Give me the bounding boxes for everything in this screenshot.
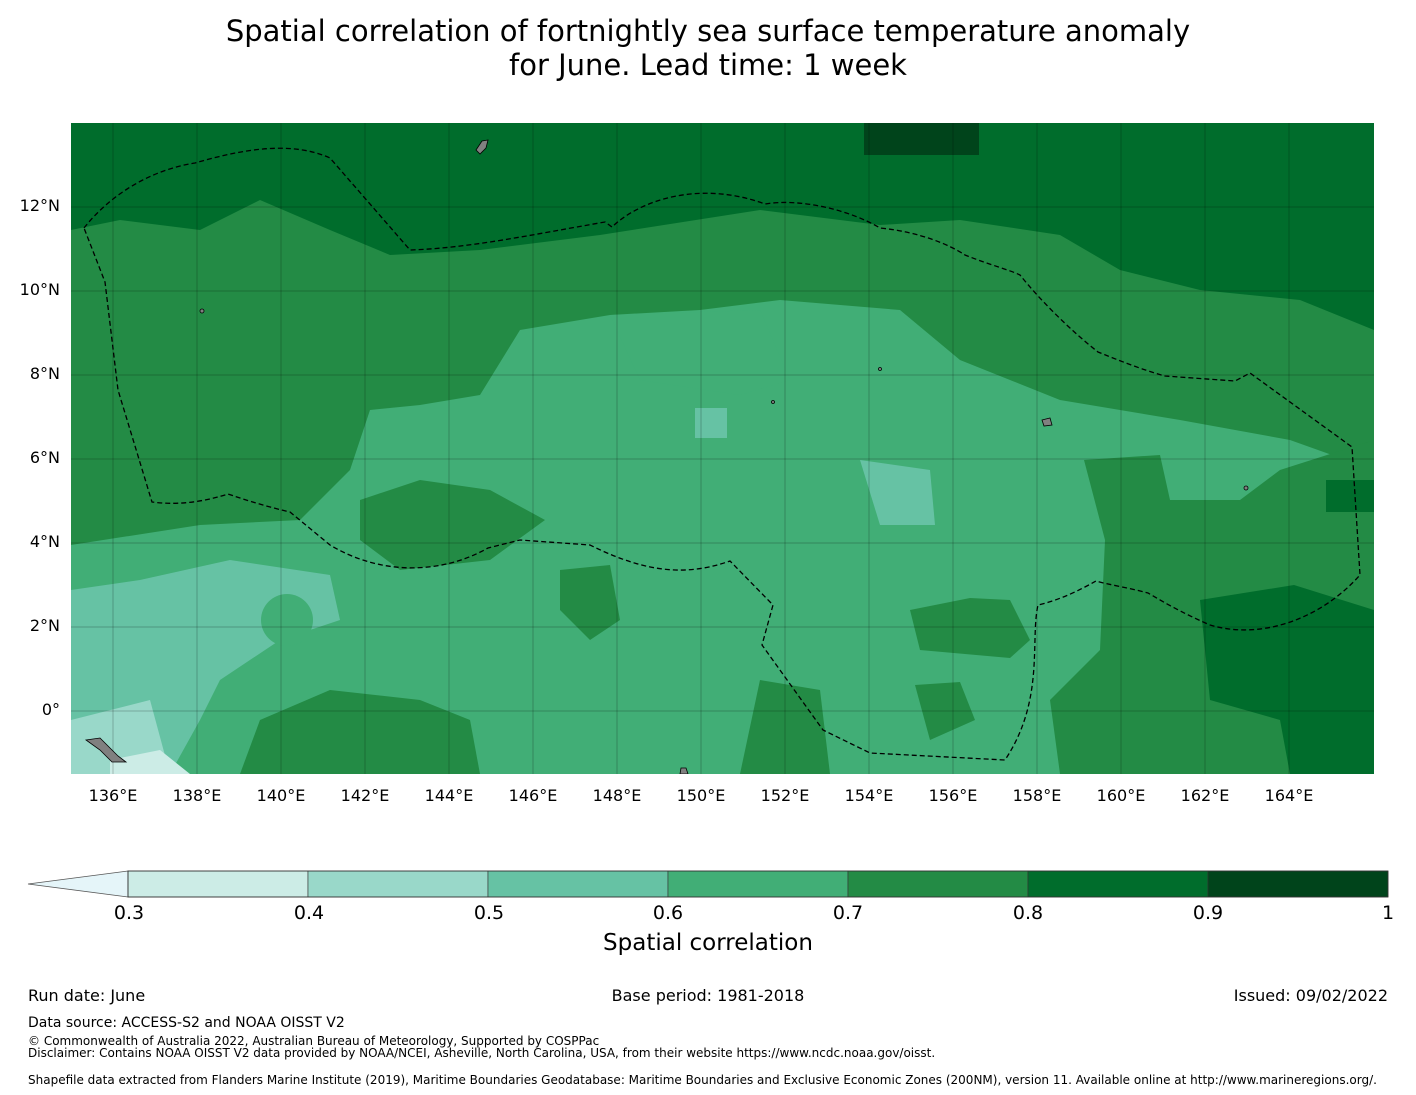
- lon-label-152e: 152°E: [760, 786, 810, 805]
- colorbar-tick-0.7: 0.7: [832, 902, 864, 924]
- region-southwest-lightest: [110, 750, 190, 774]
- lon-label-150e: 150°E: [676, 786, 726, 805]
- disclaimer: Disclaimer: Contains NOAA OISST V2 data …: [28, 1046, 936, 1060]
- region-max-patch: [864, 123, 979, 155]
- region-north-dark: [71, 123, 1374, 330]
- region-light-patch: [610, 310, 790, 395]
- lon-label-142e: 142°E: [340, 786, 390, 805]
- map-fill: [71, 123, 1374, 774]
- colorbar-tick-0.3: 0.3: [113, 902, 145, 924]
- colorbar-bin-0.5: [487, 870, 669, 898]
- colorbar-bin-0.8: [1027, 870, 1209, 898]
- colorbar-tick-0.9: 0.9: [1192, 902, 1224, 924]
- region-east-dark-patch: [1326, 480, 1374, 512]
- region-central-dark-2: [560, 565, 620, 640]
- colorbar-label: Spatial correlation: [603, 930, 813, 956]
- colorbar-under-triangle: [27, 870, 129, 898]
- lon-label-144e: 144°E: [424, 786, 474, 805]
- lat-label-12n: 12°N: [19, 196, 60, 215]
- lon-label-148e: 148°E: [592, 786, 642, 805]
- graticule: [71, 123, 1374, 774]
- region-south-patch: [240, 690, 480, 774]
- colorbar: [27, 870, 1389, 898]
- land-masses: [84, 139, 1249, 774]
- colorbar-tick-1: 1: [1381, 902, 1395, 924]
- lon-label-158e: 158°E: [1012, 786, 1062, 805]
- colorbar-tick-0.8: 0.8: [1012, 902, 1044, 924]
- colorbar-bins: [127, 870, 1389, 898]
- lon-label-164e: 164°E: [1264, 786, 1314, 805]
- region-southeast-dark: [1200, 585, 1374, 774]
- chart-title: Spatial correlation of fortnightly sea s…: [0, 14, 1416, 82]
- colorbar-tick-0.4: 0.4: [293, 902, 325, 924]
- title-line-2: for June. Lead time: 1 week: [509, 48, 907, 82]
- colorbar-bin-0.4: [307, 870, 489, 898]
- region-lighter-patch-2: [695, 408, 727, 438]
- lon-label-146e: 146°E: [508, 786, 558, 805]
- lat-label-8n: 8°N: [29, 364, 60, 383]
- lon-label-138e: 138°E: [172, 786, 222, 805]
- lon-label-160e: 160°E: [1096, 786, 1146, 805]
- lon-label-156e: 156°E: [928, 786, 978, 805]
- base-period: Base period: 1981-2018: [611, 986, 805, 1005]
- colorbar-tick-0.6: 0.6: [652, 902, 684, 924]
- region-central-dark: [360, 480, 545, 570]
- lat-label-10n: 10°N: [19, 280, 60, 299]
- region-lighter-patch: [860, 460, 935, 525]
- colorbar-bin-0.3: [127, 870, 309, 898]
- colorbar-frame: [127, 870, 1389, 898]
- lat-label-4n: 4°N: [29, 532, 60, 551]
- lat-label-2n: 2°N: [29, 616, 60, 635]
- lon-label-154e: 154°E: [844, 786, 894, 805]
- lat-label-0: 0°: [41, 700, 60, 719]
- title-line-1: Spatial correlation of fortnightly sea s…: [225, 14, 1191, 48]
- copyright: © Commonwealth of Australia 2022, Austra…: [28, 1034, 600, 1048]
- issued-date: Issued: 09/02/2022: [1233, 986, 1388, 1005]
- run-date: Run date: June: [28, 986, 146, 1005]
- colorbar-bin-0.9: [1207, 870, 1389, 898]
- region-southwest-ring: [261, 594, 313, 646]
- region-east-dark: [910, 598, 1030, 658]
- shapefile-credit: Shapefile data extracted from Flanders M…: [28, 1073, 1377, 1087]
- colorbar-tick-0.5: 0.5: [473, 902, 505, 924]
- data-source: Data source: ACCESS-S2 and NOAA OISST V2: [28, 1015, 345, 1031]
- region-south-dark-2: [740, 680, 830, 774]
- colorbar-bin-0.6: [667, 870, 849, 898]
- colorbar-bin-0.7: [847, 870, 1029, 898]
- lat-label-6n: 6°N: [29, 448, 60, 467]
- lon-label-140e: 140°E: [256, 786, 306, 805]
- lon-label-162e: 162°E: [1180, 786, 1230, 805]
- lon-label-136e: 136°E: [88, 786, 138, 805]
- region-east-dark-2: [915, 682, 975, 740]
